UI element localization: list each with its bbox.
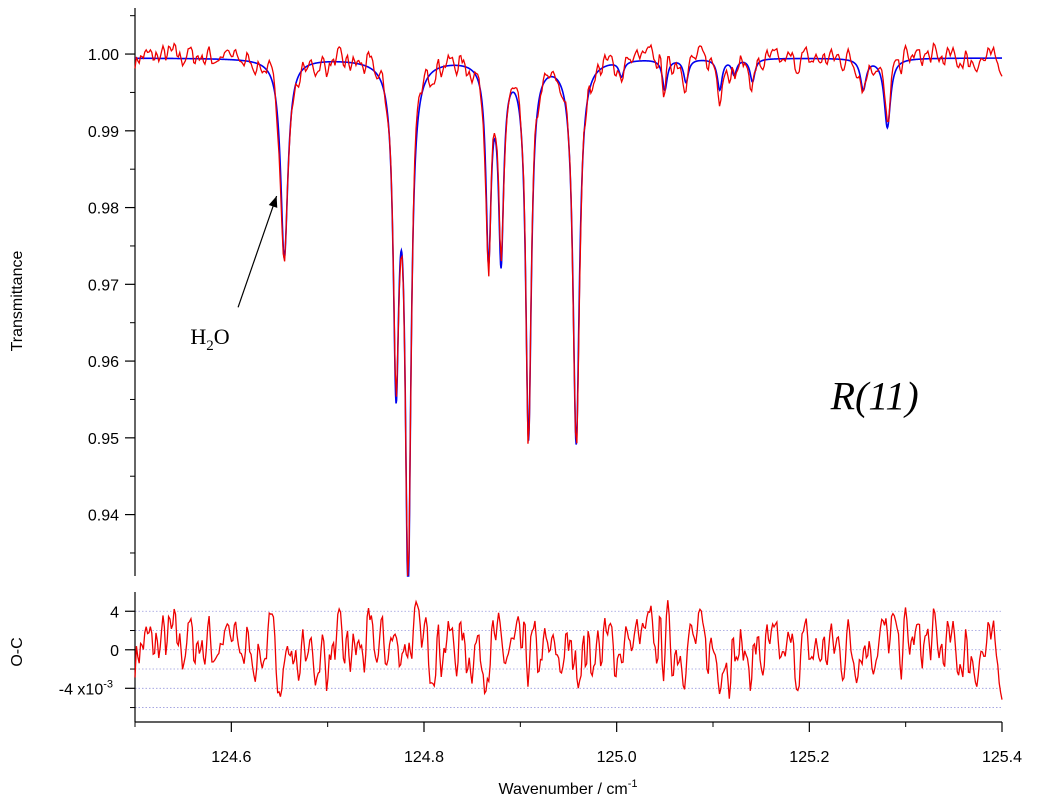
lower-y-tick-label: -4 x10-3 [59, 678, 113, 698]
upper-y-axis-title: Transmittance [9, 251, 26, 352]
x-tick-label: 124.6 [211, 749, 251, 766]
upper-y-ticks: 0.94 0.95 0.96 0.97 0.98 0.99 1.00 [88, 15, 135, 554]
r11-label: R(11) [830, 374, 919, 419]
x-tick-label: 125.0 [597, 749, 637, 766]
lower-y-axis-title: O-C [9, 637, 26, 666]
measured-spectrum-line [134, 42, 1003, 577]
upper-panel: 0.94 0.95 0.96 0.97 0.98 0.99 1.00 Transmittan… [9, 8, 1003, 577]
lower-y-tick-exponent: -3 [103, 678, 113, 690]
x-axis-ticks: 124.6 124.8 125.0 125.2 125.4 [134, 722, 1022, 766]
residual-line [134, 599, 1003, 700]
x-tick-label: 124.8 [404, 749, 444, 766]
h2o-annotation: H2O [190, 195, 278, 354]
h2o-label-tail: O [214, 324, 230, 349]
x-tick-label: 125.2 [789, 749, 829, 766]
x-axis-title-main: Wavenumber / cm [499, 781, 628, 798]
lower-panel: 4 0 -4 x10-3 124.6 124.8 125.0 125.2 125.4 O-C… [9, 592, 1022, 798]
h2o-arrow-head [268, 196, 278, 208]
h2o-arrow-line [237, 195, 278, 308]
lower-y-ticks: 4 0 -4 x10-3 [59, 604, 135, 709]
lower-y-tick-label: 0 [110, 643, 119, 660]
lower-gridlines [135, 610, 1002, 708]
h2o-label-sub: 2 [206, 338, 214, 354]
upper-y-tick-label: 0.99 [88, 124, 119, 141]
upper-y-tick-label: 0.96 [88, 354, 119, 371]
h2o-label-main: H [190, 324, 206, 349]
x-axis-title-sup: -1 [628, 778, 638, 790]
upper-y-tick-label: 1.00 [88, 47, 119, 64]
h2o-label: H2O [190, 324, 229, 354]
x-axis-title: Wavenumber / cm-1 [499, 778, 638, 798]
upper-y-tick-label: 0.97 [88, 277, 119, 294]
upper-y-tick-label: 0.95 [88, 431, 119, 448]
lower-y-tick-label: 4 [110, 604, 119, 621]
upper-y-tick-label: 0.98 [88, 201, 119, 218]
x-tick-label: 125.4 [982, 749, 1022, 766]
upper-y-tick-label: 0.94 [88, 508, 119, 525]
